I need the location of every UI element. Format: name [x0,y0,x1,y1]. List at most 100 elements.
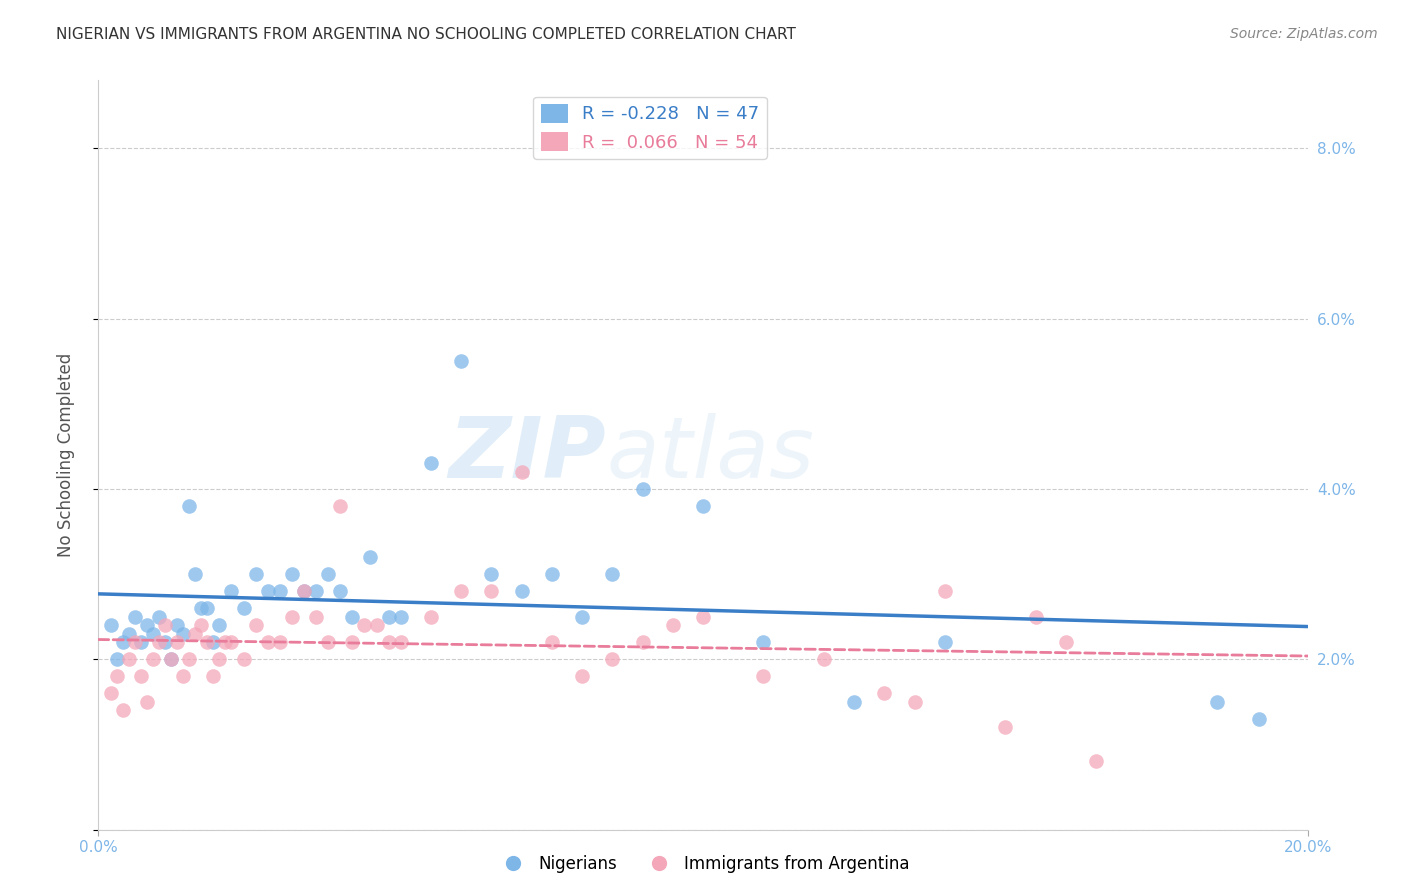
Point [105,669,128,683]
Point [292,584,315,599]
Legend: Nigerians, Immigrants from Argentina: Nigerians, Immigrants from Argentina [491,848,915,880]
Point [269,635,291,649]
Point [481,584,503,599]
Point [342,609,364,624]
Point [602,652,624,666]
Point [904,695,927,709]
Y-axis label: No Schooling Completed: No Schooling Completed [56,353,75,557]
Point [389,609,412,624]
Point [510,465,533,479]
Point [256,584,278,599]
Point [172,669,194,683]
Point [221,635,243,649]
Point [269,584,291,599]
Point [105,652,128,666]
Point [172,626,194,640]
Point [208,652,231,666]
Point [256,635,278,649]
Point [195,601,218,615]
Point [100,618,122,632]
Point [377,635,399,649]
Point [994,720,1017,734]
Point [124,635,146,649]
Point [208,618,231,632]
Point [631,635,654,649]
Text: atlas: atlas [606,413,814,497]
Point [316,635,339,649]
Point [202,669,225,683]
Point [129,669,152,683]
Point [602,567,624,582]
Point [450,354,472,368]
Point [510,584,533,599]
Point [661,618,683,632]
Point [202,635,225,649]
Point [571,669,593,683]
Point [135,618,157,632]
Point [166,618,188,632]
Point [1249,712,1271,726]
Point [329,499,352,513]
Point [153,618,176,632]
Point [281,609,304,624]
Point [148,609,170,624]
Point [111,703,134,717]
Point [377,609,399,624]
Point [360,550,382,565]
Point [245,567,267,582]
Point [305,584,328,599]
Point [305,609,328,624]
Point [1085,755,1108,769]
Point [481,567,503,582]
Point [179,652,201,666]
Point [540,635,562,649]
Point [124,609,146,624]
Point [142,652,165,666]
Point [184,626,207,640]
Point [1024,609,1046,624]
Point [281,567,304,582]
Point [129,635,152,649]
Text: Source: ZipAtlas.com: Source: ZipAtlas.com [1230,27,1378,41]
Point [232,652,254,666]
Point [934,584,956,599]
Point [752,669,775,683]
Point [160,652,183,666]
Point [292,584,315,599]
Point [118,652,141,666]
Point [153,635,176,649]
Point [316,567,339,582]
Point [329,584,352,599]
Point [1206,695,1229,709]
Point [366,618,388,632]
Point [142,626,165,640]
Point [245,618,267,632]
Point [221,584,243,599]
Point [813,652,835,666]
Point [190,601,212,615]
Point [111,635,134,649]
Point [389,635,412,649]
Point [571,609,593,624]
Point [420,457,443,471]
Point [353,618,375,632]
Point [934,635,956,649]
Point [184,567,207,582]
Point [100,686,122,700]
Point [540,567,562,582]
Point [148,635,170,649]
Text: NIGERIAN VS IMMIGRANTS FROM ARGENTINA NO SCHOOLING COMPLETED CORRELATION CHART: NIGERIAN VS IMMIGRANTS FROM ARGENTINA NO… [56,27,796,42]
Point [692,499,714,513]
Point [450,584,472,599]
Point [160,652,183,666]
Point [873,686,896,700]
Point [844,695,866,709]
Point [692,609,714,624]
Point [1054,635,1077,649]
Point [190,618,212,632]
Point [118,626,141,640]
Legend: R = -0.228   N = 47, R =  0.066   N = 54: R = -0.228 N = 47, R = 0.066 N = 54 [533,97,766,159]
Point [214,635,236,649]
Text: ZIP: ZIP [449,413,606,497]
Point [752,635,775,649]
